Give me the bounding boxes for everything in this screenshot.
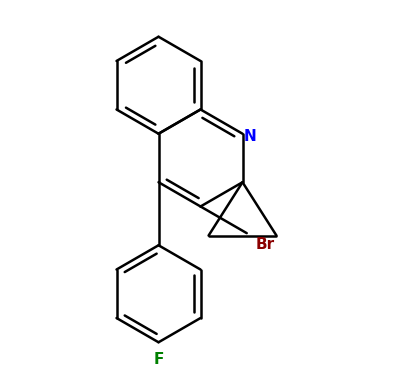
Text: N: N (243, 128, 256, 144)
Text: Br: Br (256, 236, 275, 252)
Text: F: F (153, 352, 164, 367)
